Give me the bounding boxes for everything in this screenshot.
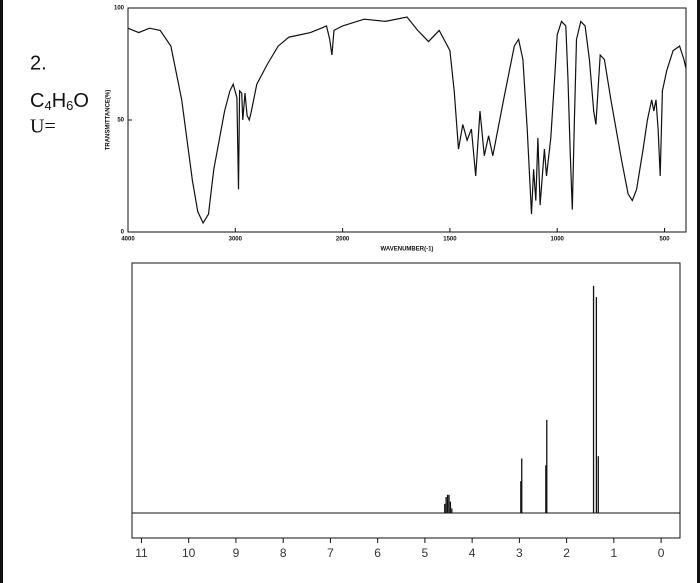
x-axis-label: WAVENUMBER(-1) bbox=[381, 247, 434, 253]
formula-part: H bbox=[52, 90, 66, 112]
x-tick-label: 3 bbox=[516, 546, 523, 560]
unsaturation-label: U= bbox=[30, 116, 56, 138]
formula-part: 4 bbox=[44, 98, 51, 113]
nmr-frame bbox=[131, 262, 681, 539]
x-tick-label: 4000 bbox=[121, 237, 135, 243]
edge bbox=[0, 0, 3, 583]
x-tick-label: 7 bbox=[327, 546, 334, 560]
x-tick-label: 10 bbox=[182, 546, 196, 560]
y-tick-label: 50 bbox=[117, 118, 124, 124]
formula-part: C bbox=[30, 90, 44, 112]
ir-trace bbox=[127, 16, 687, 225]
y-axis-label: TRANSMITTANCE(%) bbox=[106, 90, 112, 151]
y-tick-label: 0 bbox=[121, 230, 125, 236]
x-tick-label: 5 bbox=[422, 546, 429, 560]
x-tick-label: 2 bbox=[563, 546, 570, 560]
x-tick-label: 3000 bbox=[229, 237, 243, 243]
x-tick-label: 6 bbox=[374, 546, 381, 560]
formula: C4H6O bbox=[30, 90, 89, 113]
x-tick-label: 0 bbox=[658, 546, 665, 560]
x-tick-label: 1500 bbox=[443, 237, 457, 243]
problem-number: 2. bbox=[30, 52, 47, 74]
formula-part: 6 bbox=[66, 98, 73, 113]
x-tick-label: 2000 bbox=[336, 237, 350, 243]
formula-part: O bbox=[73, 90, 89, 112]
ir-frame bbox=[127, 7, 687, 233]
x-tick-label: 4 bbox=[469, 546, 476, 560]
x-tick-label: 8 bbox=[280, 546, 287, 560]
y-tick-label: 100 bbox=[114, 6, 125, 12]
x-tick-label: 9 bbox=[233, 546, 240, 560]
x-tick-label: 1 bbox=[611, 546, 618, 560]
x-tick-label: 1000 bbox=[551, 237, 565, 243]
x-tick-label: 11 bbox=[135, 546, 148, 560]
x-tick-label: 500 bbox=[660, 237, 671, 243]
edge bbox=[697, 0, 700, 583]
